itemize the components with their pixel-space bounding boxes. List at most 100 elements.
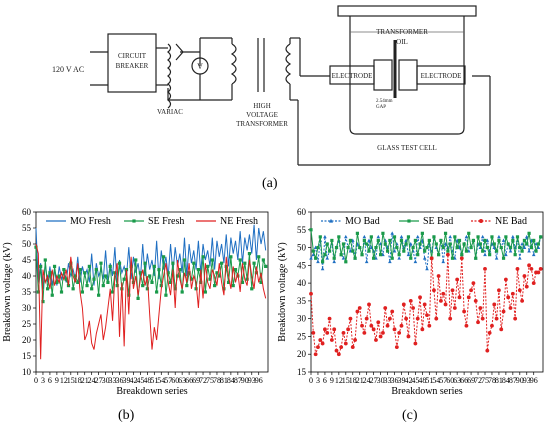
- right-electrode-label: ELECTRODE: [421, 72, 462, 80]
- data-point: [471, 281, 476, 286]
- data-point: [311, 249, 315, 253]
- transformer-label-line3: TRANSFORMER: [236, 120, 288, 128]
- data-point: [143, 261, 147, 265]
- x-tick-label: 93: [523, 376, 531, 385]
- data-point: [397, 256, 401, 260]
- data-point: [476, 320, 480, 325]
- data-point: [455, 245, 459, 250]
- x-tick-label: 3: [41, 376, 45, 385]
- series-line-1: [310, 229, 542, 262]
- data-point: [353, 256, 357, 260]
- supply-label: 120 V AC: [52, 65, 84, 74]
- x-tick-label: 87: [234, 376, 242, 385]
- data-point: [425, 266, 429, 271]
- data-point: [71, 287, 75, 291]
- data-point: [321, 260, 325, 264]
- legend-label: NE Bad: [495, 216, 527, 227]
- data-point: [501, 256, 506, 260]
- data-point: [467, 231, 471, 235]
- x-tick-label: 84: [227, 376, 235, 385]
- x-tick-label: 84: [502, 376, 510, 385]
- x-tick-label: 90: [516, 376, 524, 385]
- data-point: [240, 280, 245, 284]
- data-point: [318, 338, 323, 342]
- data-point: [254, 271, 258, 275]
- data-point: [155, 290, 159, 294]
- data-point: [85, 284, 89, 288]
- x-tick-label: 21: [356, 376, 364, 385]
- data-point: [208, 277, 212, 281]
- data-point: [390, 309, 395, 314]
- data-point: [506, 295, 511, 300]
- legend-label: NE Fresh: [220, 216, 258, 227]
- data-point: [104, 274, 108, 278]
- data-point: [494, 256, 499, 260]
- data-point: [416, 253, 420, 257]
- data-point: [350, 345, 355, 350]
- y-tick-label: 15: [297, 367, 307, 377]
- data-point: [332, 256, 336, 260]
- y-tick-label: 25: [22, 319, 32, 329]
- data-point: [113, 271, 117, 275]
- y-tick-label: 45: [297, 260, 307, 270]
- data-point: [420, 327, 425, 332]
- data-point: [62, 268, 66, 272]
- data-point: [522, 245, 527, 249]
- glass-test-cell: [349, 16, 465, 135]
- data-point: [152, 264, 156, 268]
- left-electrode-label: ELECTRODE: [332, 72, 373, 80]
- data-point: [309, 256, 313, 260]
- data-point: [383, 242, 387, 246]
- data-point: [434, 242, 438, 246]
- variac-coil: [167, 43, 172, 109]
- data-point: [487, 330, 492, 335]
- data-point: [436, 274, 441, 278]
- x-tick-label: 69: [467, 376, 475, 385]
- x-tick-label: 15: [342, 376, 350, 385]
- y-tick-label: 20: [297, 349, 307, 359]
- data-point: [360, 253, 364, 257]
- data-point: [462, 242, 466, 246]
- data-point: [374, 245, 378, 250]
- data-point: [371, 327, 376, 332]
- data-point: [448, 234, 452, 239]
- y-tick-label: 55: [22, 223, 32, 233]
- data-point: [316, 245, 320, 250]
- x-tick-label: 39: [122, 376, 130, 385]
- data-point: [314, 256, 318, 260]
- data-point: [336, 352, 341, 357]
- data-point: [406, 252, 411, 257]
- data-point: [464, 323, 469, 328]
- data-point: [323, 234, 327, 239]
- data-point: [145, 287, 149, 291]
- data-point: [189, 277, 194, 281]
- data-point: [323, 253, 327, 257]
- data-point: [69, 261, 73, 265]
- data-point: [320, 341, 325, 346]
- y-tick-label: 40: [22, 271, 32, 281]
- data-point: [134, 258, 138, 262]
- legend-marker: [407, 219, 411, 223]
- glass-cell-label: GLASS TEST CELL: [377, 144, 437, 152]
- data-point: [238, 258, 242, 262]
- x-tick-label: 81: [220, 376, 228, 385]
- data-point: [536, 270, 541, 275]
- data-point: [453, 235, 457, 239]
- data-point: [392, 235, 397, 239]
- x-tick-label: 51: [425, 376, 433, 385]
- x-tick-label: 60: [446, 376, 454, 385]
- data-point: [525, 242, 529, 246]
- data-point: [529, 266, 534, 271]
- data-point: [408, 242, 413, 246]
- data-point: [483, 252, 487, 257]
- data-point: [185, 284, 189, 288]
- data-point: [327, 249, 332, 253]
- data-point: [501, 309, 506, 314]
- data-point: [127, 293, 131, 297]
- data-point: [492, 242, 496, 246]
- data-point: [520, 242, 524, 246]
- transformer-label-line1: HIGH: [253, 102, 271, 110]
- data-point: [166, 271, 170, 275]
- series-line-2: [310, 254, 542, 356]
- experimental-setup-schematic: 120 V AC CIRCUIT BREAKER VARIAC V HIGH V…: [52, 5, 491, 166]
